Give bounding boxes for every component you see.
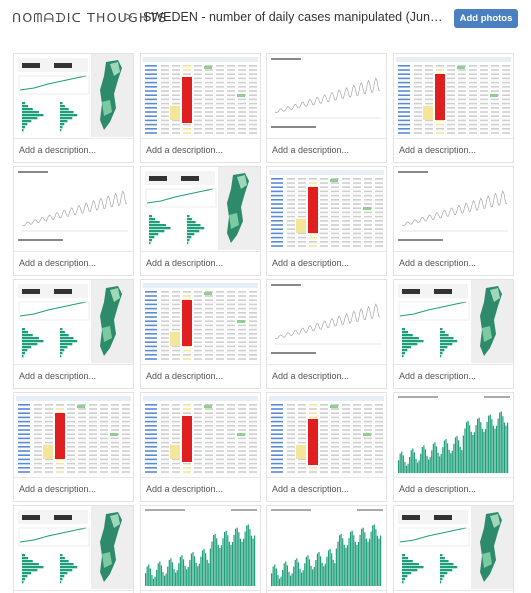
photo-card[interactable]: Add a description...	[393, 279, 514, 389]
photo-card[interactable]: Add a description...	[266, 166, 387, 276]
photo-card[interactable]: Add a description...	[266, 392, 387, 502]
photo-thumbnail[interactable]	[394, 280, 513, 363]
photo-card[interactable]: Add a description...	[393, 53, 514, 163]
photo-card[interactable]: Add a description...	[140, 53, 261, 163]
photo-thumbnail[interactable]	[394, 393, 513, 476]
description-field[interactable]	[141, 590, 260, 593]
photo-thumbnail[interactable]	[141, 506, 260, 589]
photo-card[interactable]: Add a description...	[140, 392, 261, 502]
description-field[interactable]: Add a description...	[394, 477, 513, 501]
description-field[interactable]: Add a description...	[141, 138, 260, 162]
description-field[interactable]: Add a description...	[267, 251, 386, 275]
photo-card[interactable]	[266, 505, 387, 593]
description-field[interactable]: Add a description...	[14, 138, 133, 162]
description-field[interactable]: Add a description...	[141, 251, 260, 275]
photo-card[interactable]: Add a description...	[13, 166, 134, 276]
photo-thumbnail[interactable]	[267, 280, 386, 363]
photo-card[interactable]: Add a description...	[13, 279, 134, 389]
photo-thumbnail[interactable]	[141, 280, 260, 363]
description-field[interactable]: Add a description...	[267, 477, 386, 501]
description-field[interactable]: Add a description...	[394, 251, 513, 275]
breadcrumb-chevron-icon: >	[125, 9, 133, 24]
photo-thumbnail[interactable]	[14, 506, 133, 589]
photo-thumbnail[interactable]	[267, 393, 386, 476]
photo-thumbnail[interactable]	[14, 393, 133, 476]
photo-thumbnail[interactable]	[14, 280, 133, 363]
photo-thumbnail[interactable]	[267, 167, 386, 250]
description-field[interactable]: Add a description...	[141, 477, 260, 501]
description-field[interactable]: Add a description...	[394, 364, 513, 388]
description-field[interactable]: Add a description...	[394, 138, 513, 162]
description-field[interactable]	[267, 590, 386, 593]
description-field[interactable]: Add a description...	[14, 251, 133, 275]
description-field[interactable]	[394, 590, 513, 593]
photo-thumbnail[interactable]	[141, 393, 260, 476]
description-field[interactable]: Add a description...	[141, 364, 260, 388]
photo-card[interactable]	[140, 505, 261, 593]
description-field[interactable]: Add a description...	[267, 138, 386, 162]
photo-thumbnail[interactable]	[267, 54, 386, 137]
photo-card[interactable]: Add a description...	[266, 53, 387, 163]
photo-thumbnail[interactable]	[141, 167, 260, 250]
photo-thumbnail[interactable]	[394, 54, 513, 137]
photo-thumbnail[interactable]	[141, 54, 260, 137]
photo-thumbnail[interactable]	[394, 167, 513, 250]
photo-card[interactable]	[13, 505, 134, 593]
site-logo[interactable]: ᑎOᗰᗩᗪIᑕ THOUGHTS	[12, 10, 168, 25]
photo-thumbnail[interactable]	[14, 54, 133, 137]
photo-card[interactable]: Add a description...	[140, 166, 261, 276]
photo-card[interactable]	[393, 505, 514, 593]
top-bar: ᑎOᗰᗩᗪIᑕ THOUGHTS > SWEDEN - number of da…	[0, 0, 531, 36]
description-field[interactable]: Add a description...	[267, 364, 386, 388]
photo-card[interactable]: Add a description...	[266, 279, 387, 389]
photo-thumbnail[interactable]	[267, 506, 386, 589]
add-photos-button[interactable]: Add photos	[454, 9, 518, 28]
photo-thumbnail[interactable]	[14, 167, 133, 250]
album-title[interactable]: SWEDEN - number of daily cases manipulat…	[143, 10, 448, 24]
photo-card[interactable]: Add a description...	[13, 53, 134, 163]
photo-thumbnail[interactable]	[394, 506, 513, 589]
photo-card[interactable]: Add a description...	[140, 279, 261, 389]
description-field[interactable]: Add a description...	[14, 364, 133, 388]
description-field[interactable]	[14, 590, 133, 593]
photo-card[interactable]: Add a description...	[13, 392, 134, 502]
photo-card[interactable]: Add a description...	[393, 166, 514, 276]
photo-card[interactable]: Add a description...	[393, 392, 514, 502]
description-field[interactable]: Add a description...	[14, 477, 133, 501]
